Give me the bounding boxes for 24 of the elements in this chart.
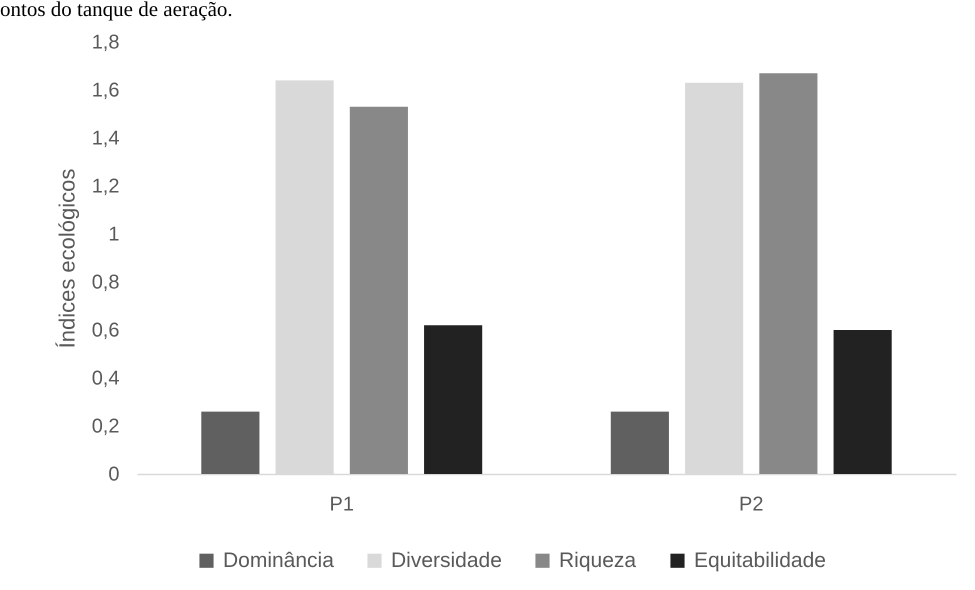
bar	[834, 330, 892, 474]
y-tick-label: 0,6	[92, 320, 120, 342]
y-tick-label: 0,8	[92, 272, 120, 294]
y-tick-label: 1,8	[92, 32, 120, 54]
y-axis-title: Índices ecológicos	[54, 168, 80, 348]
y-tick-label: 0	[108, 464, 120, 486]
y-tick-label: 1,4	[92, 128, 120, 150]
legend-label: Riqueza	[559, 548, 636, 572]
x-tick-label: P1	[330, 494, 354, 516]
bar	[201, 412, 260, 474]
y-tick-label: 1	[108, 224, 120, 246]
bar	[759, 73, 818, 474]
bar	[350, 106, 408, 474]
y-tick-label: 0,4	[92, 368, 120, 390]
bar	[610, 412, 669, 474]
bar	[424, 325, 482, 474]
x-tick-label: P2	[739, 494, 764, 516]
y-tick-label: 0,2	[92, 416, 120, 438]
legend-label: Diversidade	[391, 548, 502, 572]
y-tick-label: 1,2	[92, 176, 120, 198]
legend-label: Dominância	[223, 548, 334, 572]
y-tick-label: 1,6	[92, 80, 120, 102]
text: ontos do tanque de aeração.	[0, 0, 233, 21]
legend-label: Equitabilidade	[694, 548, 826, 572]
